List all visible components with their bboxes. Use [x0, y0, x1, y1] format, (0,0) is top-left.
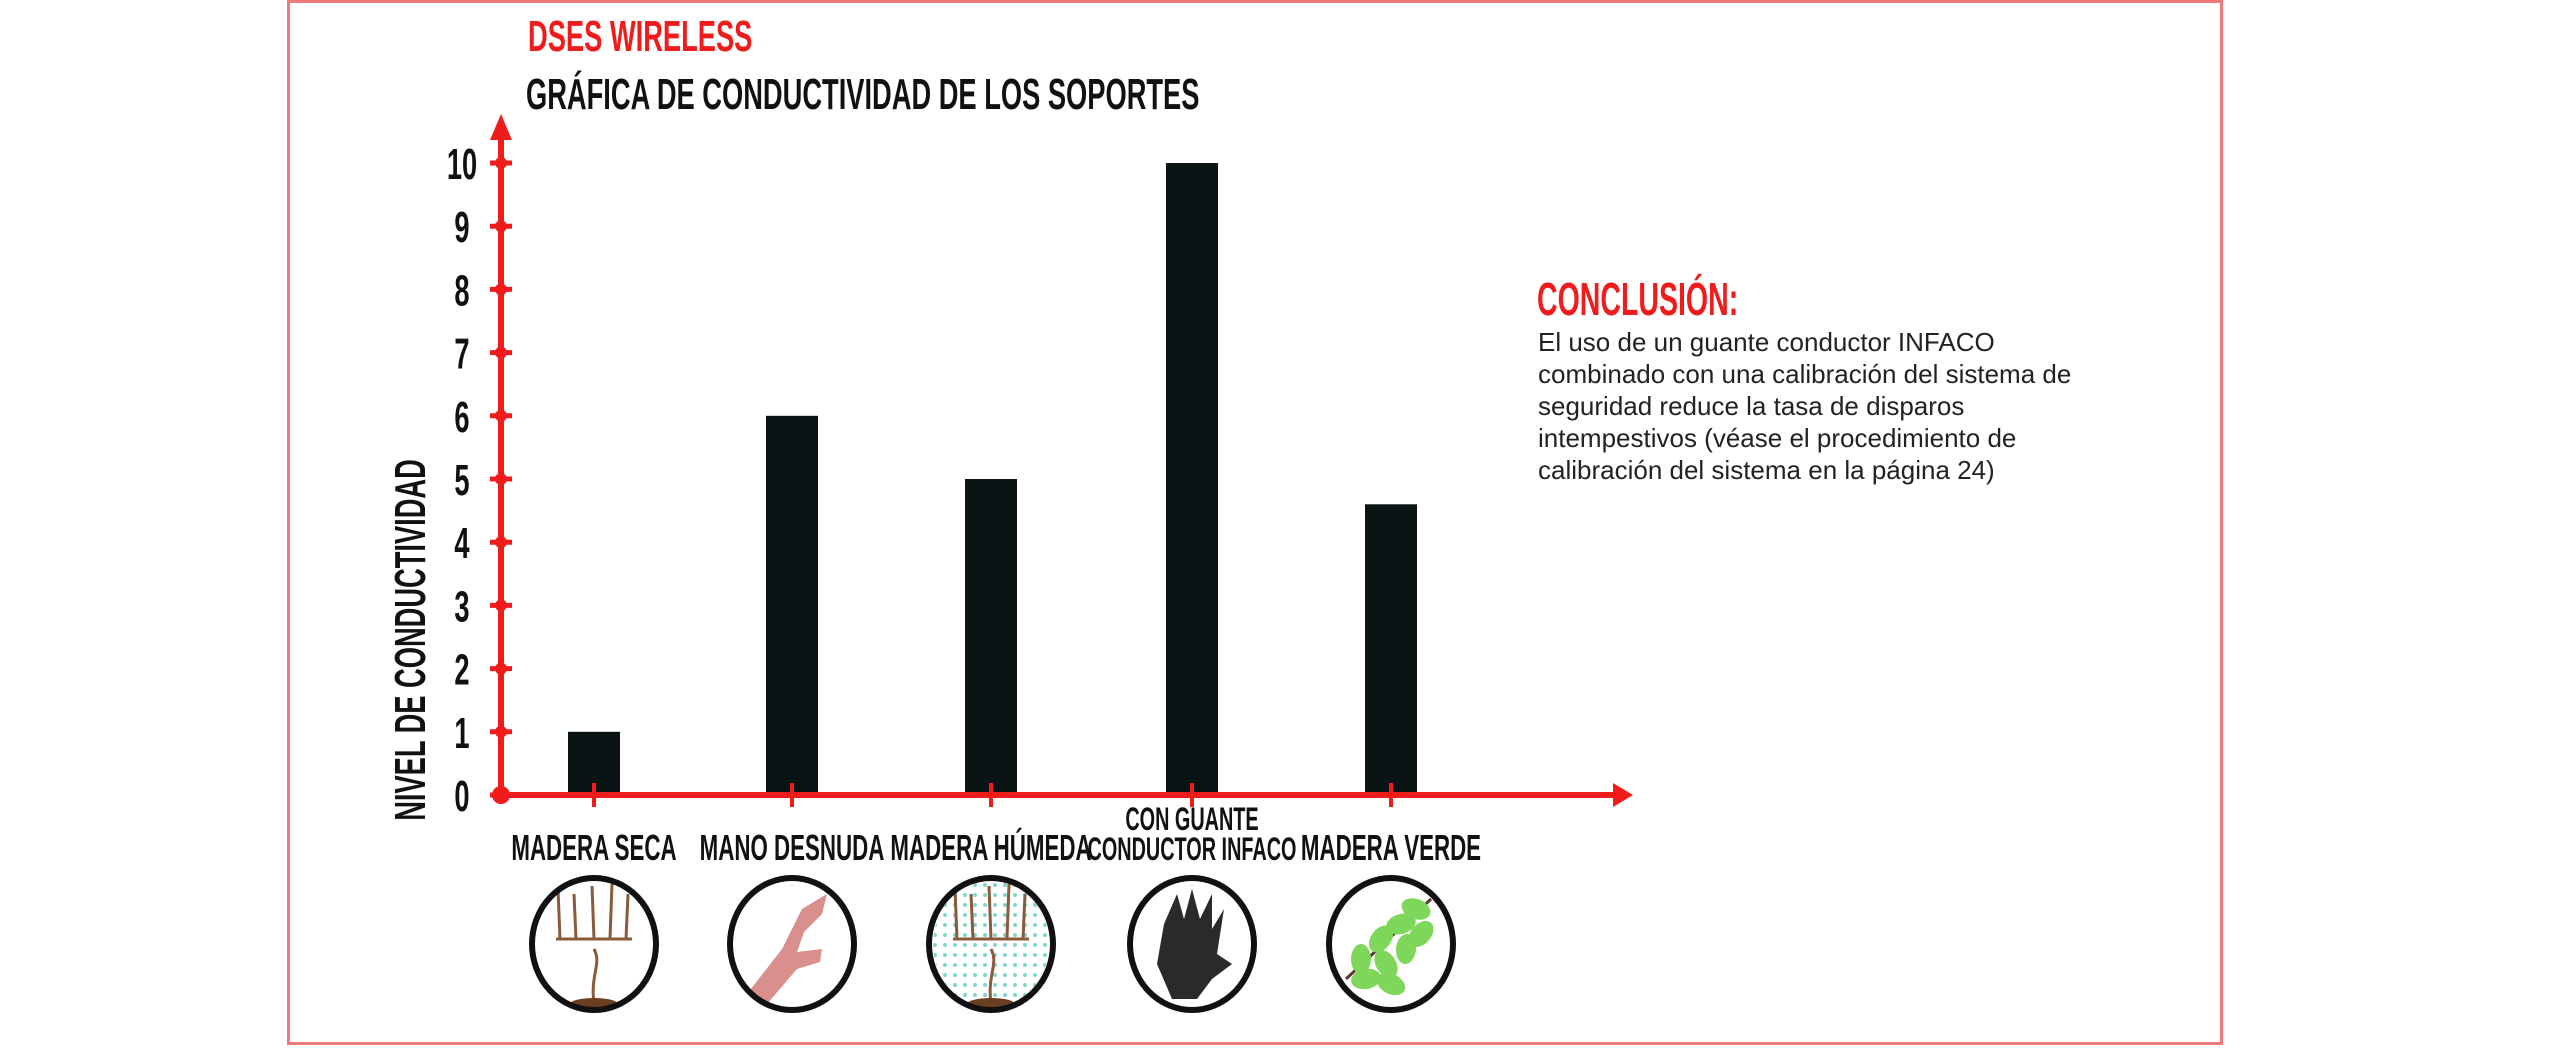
y-tick-label-6: 6 [454, 392, 469, 441]
chart-title: GRÁFICA DE CONDUCTIVIDAD DE LOS SOPORTES [526, 70, 1612, 120]
y-tick-label-3: 3 [454, 582, 469, 631]
vine-branches [953, 883, 1029, 1005]
conclusion-text: El uso de un guante conductor INFACO com… [1538, 327, 2072, 485]
conductive-glove-icon [1127, 875, 1257, 1013]
y-tick-label-8: 8 [454, 266, 469, 315]
y-tick-label-2: 2 [454, 645, 469, 694]
x-axis-arrow [1613, 783, 1633, 807]
icon-circle-3 [1127, 875, 1257, 1013]
y-tick-label-10: 10 [447, 139, 477, 188]
leaf [1351, 944, 1371, 974]
wet-vine-icon [926, 875, 1056, 1013]
bar-3 [1166, 163, 1218, 795]
y-tick-label-1: 1 [454, 708, 469, 757]
y-axis-arrow [490, 114, 512, 140]
bare-hand-icon [727, 875, 857, 1013]
category-label-3: CONDUCTOR INFACO [1088, 831, 1297, 867]
y-tick-label-5: 5 [454, 455, 469, 504]
chart-frame [287, 0, 2223, 1045]
chart-title-text: GRÁFICA DE CONDUCTIVIDAD DE LOS SOPORTES [526, 70, 1200, 119]
conclusion-heading-text: CONCLUSIÓN: [1537, 273, 1739, 325]
y-tick-label-7: 7 [454, 329, 469, 378]
brand-title: DSES WIRELESS [528, 12, 890, 62]
icon-circle-2 [926, 875, 1056, 1013]
icon-circle-1 [727, 875, 857, 1013]
leaf [1401, 898, 1431, 920]
wet-background [933, 880, 1049, 1008]
leaf [1408, 920, 1434, 948]
green-leaves-icon [1326, 875, 1456, 1013]
category-label-1: MANO DESNUDA [700, 829, 885, 869]
bar-1 [766, 415, 818, 795]
hand-shape [747, 894, 827, 1004]
brand-text: DSES WIRELESS [528, 12, 753, 61]
leaf [1374, 950, 1398, 978]
category-label-2: MADERA HÚMEDA [890, 828, 1091, 869]
leaf [1376, 972, 1406, 996]
y-tick-label-9: 9 [454, 203, 469, 252]
glove-shape [1157, 889, 1232, 999]
y-tick-label-4: 4 [454, 519, 470, 568]
leaf [1368, 925, 1394, 953]
icon-circle-4 [1326, 875, 1456, 1013]
conclusion-heading: CONCLUSIÓN: [1537, 272, 1862, 326]
y-axis-label: NIVEL DE CONDUCTIVIDAD [385, 459, 434, 821]
dry-vine-icon [529, 875, 659, 1013]
axis-origin-dot [492, 786, 510, 804]
vine-branches [556, 883, 632, 1005]
bar-2 [965, 479, 1017, 795]
category-label-4: MADERA VERDE [1301, 829, 1481, 869]
leaf [1386, 913, 1416, 935]
category-label-3: CON GUANTE [1125, 801, 1258, 837]
category-label-0: MADERA SECA [511, 829, 676, 869]
bar-4 [1365, 504, 1417, 795]
leaf [1351, 968, 1381, 990]
y-tick-label-0: 0 [454, 771, 469, 820]
icon-circle-0 [529, 875, 659, 1013]
